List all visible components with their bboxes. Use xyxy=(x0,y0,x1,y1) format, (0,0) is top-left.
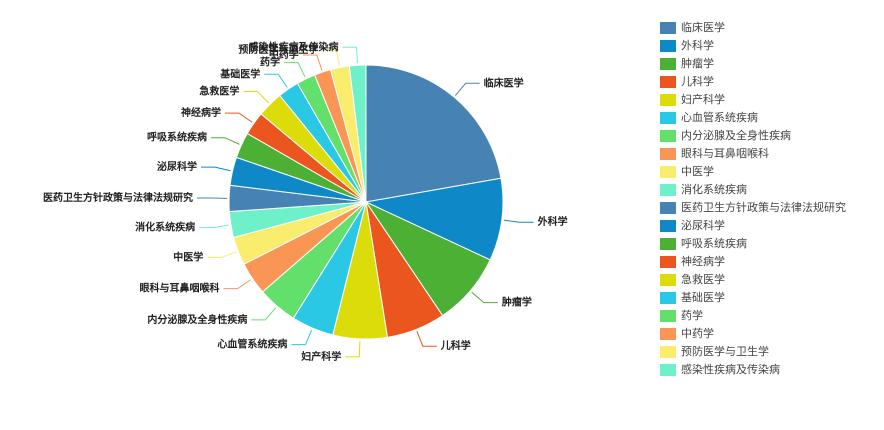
legend-swatch xyxy=(660,166,676,178)
legend-label: 呼吸系统疾病 xyxy=(681,236,747,250)
legend-label: 外科学 xyxy=(681,38,714,52)
legend-swatch xyxy=(660,76,676,88)
legend-label: 基础医学 xyxy=(681,290,725,304)
slice-label: 急救医学 xyxy=(199,84,239,97)
slice-label: 泌尿科学 xyxy=(157,160,197,173)
legend-label: 感染性疾病及传染病 xyxy=(681,362,780,376)
slice-label: 外科学 xyxy=(537,215,568,228)
legend-label: 内分泌腺及全身性疾病 xyxy=(681,128,791,142)
slice-label: 临床医学 xyxy=(484,76,524,89)
leader-line xyxy=(223,280,250,289)
leader-line xyxy=(243,91,268,102)
leader-line xyxy=(207,252,236,258)
slice-label: 消化系统疾病 xyxy=(135,221,195,234)
legend-swatch xyxy=(660,94,676,106)
legend-swatch xyxy=(660,40,676,52)
legend-label: 预防医学与卫生学 xyxy=(681,344,769,358)
legend-label: 中药学 xyxy=(681,326,714,340)
legend-swatch xyxy=(660,310,676,322)
slice-label: 内分泌腺及全身性疾病 xyxy=(147,313,247,326)
legend-swatch xyxy=(660,184,676,196)
slice-label: 神经病学 xyxy=(181,106,221,119)
leader-line xyxy=(225,113,252,122)
legend-swatch xyxy=(660,256,676,268)
legend-label: 儿科学 xyxy=(681,74,714,88)
legend-swatch xyxy=(660,22,676,34)
leader-line xyxy=(251,308,275,320)
leader-line xyxy=(199,225,229,228)
legend-swatch xyxy=(660,328,676,340)
legend-label: 肿瘤学 xyxy=(681,56,714,70)
legend-label: 泌尿科学 xyxy=(681,218,725,232)
legend-swatch xyxy=(660,364,676,376)
leader-line xyxy=(284,63,305,77)
leader-line xyxy=(211,138,240,145)
legend-swatch xyxy=(660,202,676,214)
legend-label: 急救医学 xyxy=(681,272,725,286)
slice-label: 呼吸系统疾病 xyxy=(147,131,207,144)
leader-line xyxy=(345,341,360,357)
legend-swatch xyxy=(660,346,676,358)
legend-label: 临床医学 xyxy=(681,20,725,34)
leader-line xyxy=(201,167,231,171)
slice-label: 妇产科学 xyxy=(300,350,341,363)
slice-label: 肿瘤学 xyxy=(502,296,532,309)
legend-swatch xyxy=(660,148,676,160)
legend-label: 妇产科学 xyxy=(681,92,725,106)
legend-label: 神经病学 xyxy=(681,254,725,268)
legend-label: 中医学 xyxy=(681,164,714,178)
legend-swatch xyxy=(660,274,676,286)
legend-label: 医药卫生方针政策与法律法规研究 xyxy=(681,200,846,214)
slice-label: 心血管系统疾病 xyxy=(217,338,287,351)
legend-swatch xyxy=(660,238,676,250)
leader-line xyxy=(417,331,437,346)
leader-line xyxy=(291,330,311,345)
legend-label: 消化系统疾病 xyxy=(681,182,747,196)
slice-label: 眼科与耳鼻咽喉科 xyxy=(139,282,219,295)
legend-swatch xyxy=(660,58,676,70)
legend-label: 心血管系统疾病 xyxy=(681,110,758,124)
legend-label: 药学 xyxy=(681,308,703,322)
slice-label: 医药卫生方针政策与法律法规研究 xyxy=(43,191,193,204)
legend-swatch xyxy=(660,220,676,232)
slice-label: 基础医学 xyxy=(219,67,260,80)
leader-line xyxy=(264,74,287,87)
leader-line xyxy=(303,55,322,70)
leader-line xyxy=(472,292,498,302)
leader-line xyxy=(455,83,479,95)
leader-line xyxy=(343,47,358,63)
slice-label: 儿科学 xyxy=(440,339,471,352)
leader-line xyxy=(504,220,534,222)
legend-swatch xyxy=(660,130,676,142)
slice-label: 感染性疾病及传染病 xyxy=(249,40,339,53)
legend-label: 眼科与耳鼻咽喉科 xyxy=(681,146,769,160)
legend-swatch xyxy=(660,292,676,304)
slice-label: 中医学 xyxy=(173,251,203,264)
legend-swatch xyxy=(660,112,676,124)
